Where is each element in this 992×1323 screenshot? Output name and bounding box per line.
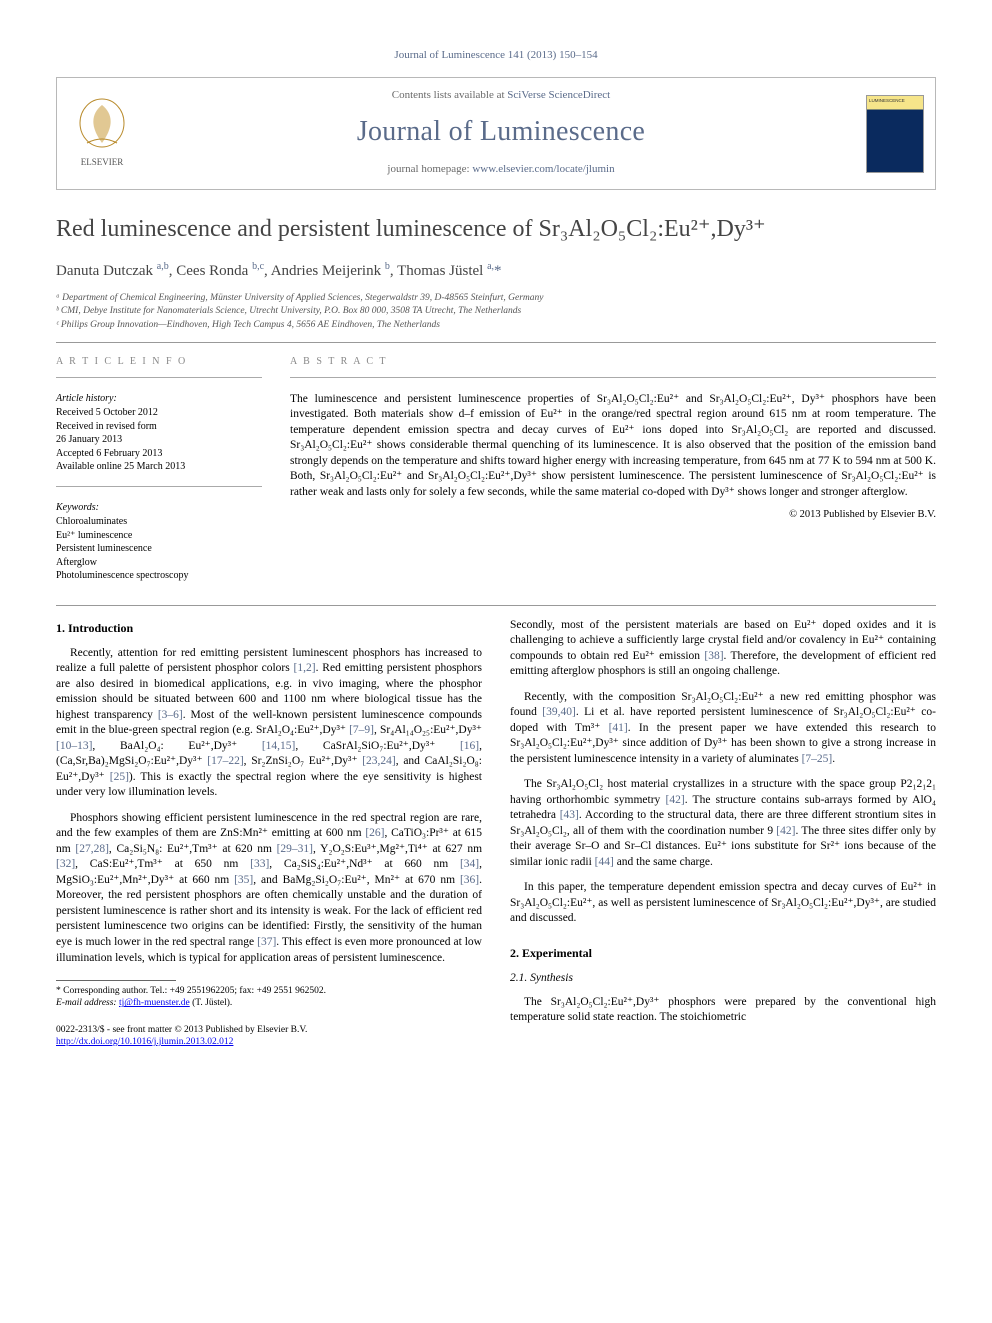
intro-paragraph-4: Recently, with the composition Sr₃Al₂O₅C…	[510, 690, 936, 768]
abstract-divider	[290, 377, 936, 378]
footnote-corr-line: * Corresponding author. Tel.: +49 255196…	[56, 985, 482, 997]
running-head-citation: Journal of Luminescence 141 (2013) 150–1…	[56, 48, 936, 63]
subsection-2-1-heading: 2.1. Synthesis	[510, 971, 936, 987]
keyword: Eu²⁺ luminescence	[56, 529, 262, 543]
page-footer: 0022-2313/$ - see front matter © 2013 Pu…	[56, 1024, 482, 1049]
homepage-prefix: journal homepage:	[387, 163, 472, 175]
affiliations: ᵃ Department of Chemical Engineering, Mü…	[56, 292, 936, 332]
sciencedirect-link[interactable]: SciVerse ScienceDirect	[507, 89, 610, 101]
journal-homepage-line: journal homepage: www.elsevier.com/locat…	[155, 162, 847, 177]
author-list: Danuta Dutczak a,b, Cees Ronda b,c, Andr…	[56, 260, 936, 281]
section-2-heading: 2. Experimental	[510, 945, 936, 961]
intro-paragraph-3: Secondly, most of the persistent materia…	[510, 618, 936, 680]
contents-available-line: Contents lists available at SciVerse Sci…	[155, 88, 847, 103]
divider-rule	[56, 342, 936, 343]
keyword: Chloroaluminates	[56, 515, 262, 529]
footnote-email-label: E-mail address:	[56, 998, 119, 1008]
publisher-logo-cell: ELSEVIER	[57, 78, 147, 189]
article-title: Red luminescence and persistent luminesc…	[56, 214, 936, 244]
info-divider	[56, 377, 262, 378]
info-divider-2	[56, 486, 262, 487]
journal-header-center: Contents lists available at SciVerse Sci…	[147, 78, 855, 189]
body-two-column: 1. Introduction Recently, attention for …	[56, 618, 936, 1049]
history-revised-date: 26 January 2013	[56, 433, 262, 447]
history-accepted: Accepted 6 February 2013	[56, 447, 262, 461]
history-revised-label: Received in revised form	[56, 420, 262, 434]
abstract-copyright: © 2013 Published by Elsevier B.V.	[290, 508, 936, 522]
affiliation-a: ᵃ Department of Chemical Engineering, Mü…	[56, 292, 936, 305]
svg-text:ELSEVIER: ELSEVIER	[81, 157, 124, 167]
divider-rule-2	[56, 605, 936, 606]
affiliation-c: ᶜ Philips Group Innovation—Eindhoven, Hi…	[56, 319, 936, 332]
footnote-email-suffix: (T. Jüstel).	[190, 998, 233, 1008]
journal-cover-cell	[855, 78, 935, 189]
footer-doi-link[interactable]: http://dx.doi.org/10.1016/j.jlumin.2013.…	[56, 1037, 233, 1047]
keywords-label: Keywords:	[56, 501, 262, 515]
article-info-heading: A R T I C L E I N F O	[56, 355, 262, 369]
intro-paragraph-1: Recently, attention for red emitting per…	[56, 646, 482, 801]
corresponding-author-footnote: * Corresponding author. Tel.: +49 255196…	[56, 985, 482, 1010]
journal-cover-thumbnail-icon	[866, 95, 924, 173]
keywords-block: Keywords: Chloroaluminates Eu²⁺ luminesc…	[56, 501, 262, 583]
footer-issn-line: 0022-2313/$ - see front matter © 2013 Pu…	[56, 1024, 482, 1036]
history-label: Article history:	[56, 392, 262, 406]
footnote-separator	[56, 980, 176, 981]
elsevier-tree-logo-icon: ELSEVIER	[67, 95, 137, 173]
footnote-email-link[interactable]: tj@fh-muenster.de	[119, 998, 190, 1008]
article-info-column: A R T I C L E I N F O Article history: R…	[56, 355, 262, 595]
intro-paragraph-5: The Sr₃Al₂O₅Cl₂ host material crystalliz…	[510, 777, 936, 870]
abstract-heading: A B S T R A C T	[290, 355, 936, 369]
journal-homepage-link[interactable]: www.elsevier.com/locate/jlumin	[472, 163, 614, 175]
history-online: Available online 25 March 2013	[56, 460, 262, 474]
journal-header: ELSEVIER Contents lists available at Sci…	[56, 77, 936, 190]
keyword: Photoluminescence spectroscopy	[56, 569, 262, 583]
section-1-heading: 1. Introduction	[56, 620, 482, 636]
journal-title: Journal of Luminescence	[155, 113, 847, 151]
abstract-column: A B S T R A C T The luminescence and per…	[290, 355, 936, 595]
keyword: Afterglow	[56, 556, 262, 570]
intro-paragraph-6: In this paper, the temperature dependent…	[510, 880, 936, 927]
intro-paragraph-2: Phosphors showing efficient persistent l…	[56, 811, 482, 966]
affiliation-b: ᵇ CMI, Debye Institute for Nanomaterials…	[56, 305, 936, 318]
article-history: Article history: Received 5 October 2012…	[56, 392, 262, 474]
history-received: Received 5 October 2012	[56, 406, 262, 420]
keyword: Persistent luminescence	[56, 542, 262, 556]
contents-prefix: Contents lists available at	[392, 89, 507, 101]
info-abstract-row: A R T I C L E I N F O Article history: R…	[56, 355, 936, 595]
synthesis-paragraph-1: The Sr₃Al₂O₅Cl₂:Eu²⁺,Dy³⁺ phosphors were…	[510, 995, 936, 1026]
abstract-text: The luminescence and persistent luminesc…	[290, 392, 936, 501]
